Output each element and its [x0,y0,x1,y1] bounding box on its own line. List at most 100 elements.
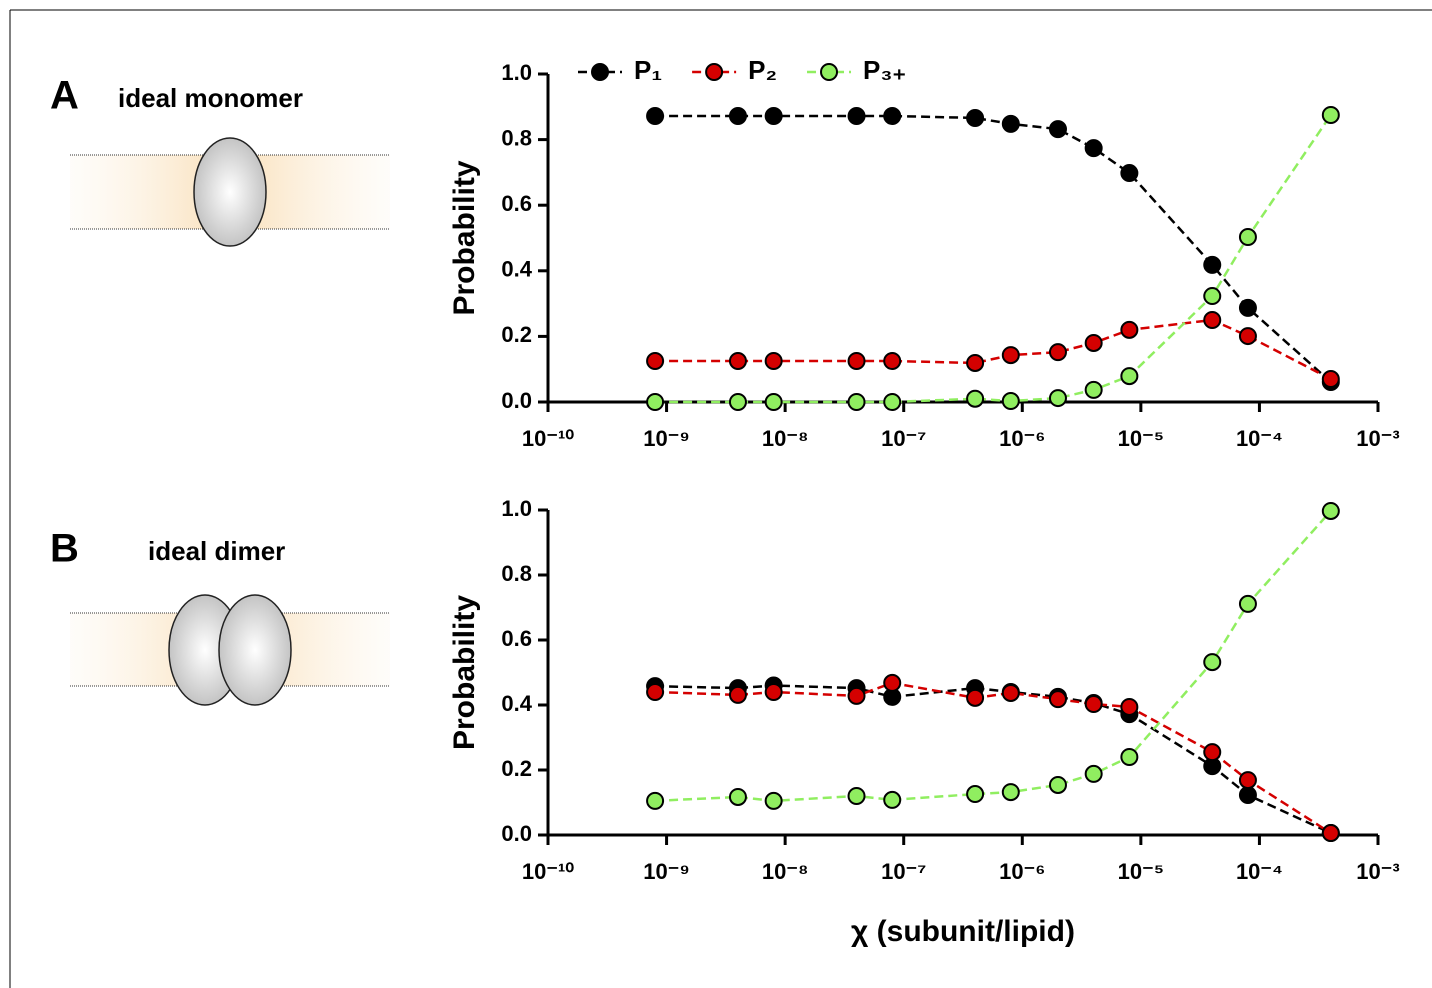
legend-marker [705,63,724,81]
marker [1048,343,1067,362]
x-tick-label: 10⁻⁴ [1236,426,1283,451]
x-tick-label: 10⁻⁸ [762,859,808,884]
x-tick-label: 10⁻⁹ [643,426,690,451]
marker [764,683,783,701]
x-tick-label: 10⁻⁵ [1118,859,1164,884]
marker [1084,333,1103,352]
marker [847,352,866,370]
marker [1238,771,1257,790]
marker [1203,311,1222,329]
y-tick-label: 0.4 [501,691,532,716]
marker [1084,380,1103,399]
x-tick-label: 10⁻⁷ [881,426,926,451]
marker [966,688,985,707]
y-tick-label: 0.2 [501,322,532,347]
x-tick-label: 10⁻⁸ [762,426,808,451]
marker [847,686,866,705]
marker [1321,106,1340,124]
marker [1084,139,1103,158]
protein [218,594,292,706]
marker [1048,690,1067,709]
marker [847,787,866,805]
legend-label: P₃₊ [863,55,906,85]
marker [883,393,902,411]
panel-caption: ideal monomer [118,83,303,113]
y-tick-label: 0.8 [501,125,532,150]
marker [1048,389,1067,408]
legend-marker [591,63,609,81]
series-line [655,510,1332,803]
y-axis-label: Probability [448,595,481,750]
panel-label: B [50,527,79,571]
panel-caption: ideal dimer [148,536,285,566]
x-tick-label: 10⁻⁶ [999,859,1045,884]
marker [966,108,985,127]
series-line [655,318,1332,381]
marker [1084,764,1103,783]
x-tick-label: 10⁻⁴ [1236,859,1283,884]
marker [966,389,985,408]
marker [1120,748,1139,766]
marker [764,791,783,810]
marker [646,352,665,370]
x-tick-label: 10⁻³ [1356,859,1399,884]
marker [1048,120,1067,139]
marker [1203,255,1222,274]
marker [1001,346,1020,365]
legend-label: P₁ [634,55,662,85]
marker [1321,501,1340,520]
y-tick-label: 0.0 [501,821,532,846]
marker [1120,320,1139,339]
marker [764,106,783,125]
y-tick-label: 1.0 [501,496,532,521]
y-tick-label: 0.6 [501,191,532,216]
marker [1120,697,1139,716]
marker [1001,392,1020,411]
marker [1001,683,1020,702]
marker [883,790,902,809]
marker [728,106,747,125]
x-tick-label: 10⁻⁷ [881,859,926,884]
series-line [655,114,1332,383]
y-tick-label: 0.6 [501,626,532,651]
marker [646,683,665,701]
x-tick-label: 10⁻⁹ [643,859,690,884]
y-tick-label: 0.0 [501,388,532,413]
marker [966,785,985,804]
marker [1321,824,1340,843]
marker [883,352,902,370]
marker [1048,775,1067,794]
marker [728,685,747,704]
marker [966,353,985,372]
x-tick-label: 10⁻⁵ [1118,426,1164,451]
marker [1238,786,1257,805]
series-line [655,684,1332,835]
marker [728,352,747,370]
x-axis-label: χ (subunit/lipid) [851,915,1075,948]
x-tick-label: 10⁻³ [1356,426,1399,451]
marker [847,393,866,411]
y-tick-label: 1.0 [501,60,532,85]
marker [728,787,747,806]
marker [1203,653,1222,672]
marker [883,106,902,125]
protein [193,137,267,247]
marker [1001,114,1020,133]
marker [1321,370,1340,389]
marker [764,393,783,411]
x-tick-label: 10⁻¹⁰ [522,859,574,884]
marker [1238,298,1257,317]
marker [1001,783,1020,802]
marker [646,791,665,810]
marker [1238,228,1257,247]
y-tick-label: 0.4 [501,257,532,282]
marker [1238,594,1257,613]
marker [728,393,747,411]
marker [1084,695,1103,714]
marker [847,106,866,125]
x-tick-label: 10⁻⁶ [999,426,1045,451]
marker [764,352,783,370]
marker [883,673,902,692]
marker [1203,743,1222,762]
